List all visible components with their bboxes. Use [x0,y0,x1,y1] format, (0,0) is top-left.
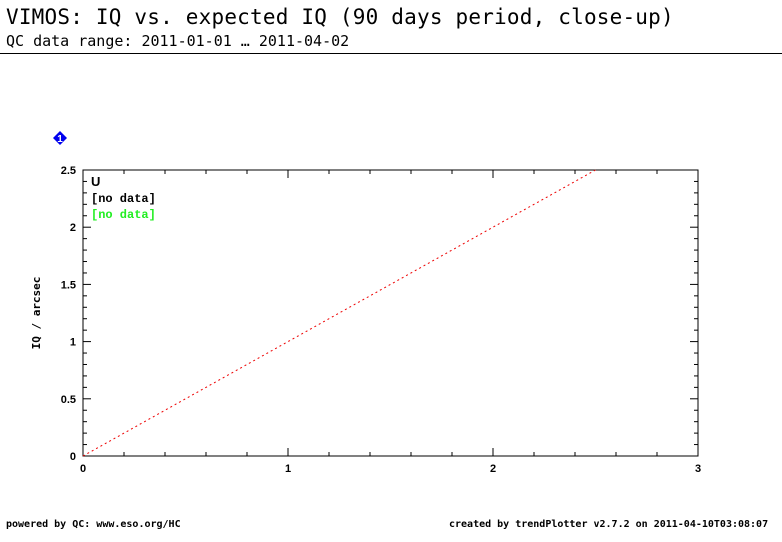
y-tick-label: 1 [70,337,76,349]
legend: U [no data] [no data] [91,174,156,222]
y-tick-label: 2.5 [61,165,76,177]
x-tick-label: 2 [490,463,496,475]
reference-line-group [82,169,596,457]
diamond-number-marker-icon [53,131,67,145]
x-tick-label: 0 [80,463,86,475]
page-title: VIMOS: IQ vs. expected IQ (90 days perio… [6,5,674,29]
plot-marker: 1 [53,131,67,145]
legend-filter-label: U [91,174,100,189]
y-tick-label: 1.5 [61,279,76,291]
footer-powered-by: powered by QC: www.eso.org/HC [6,519,181,530]
plot-area-frame [82,169,699,457]
legend-entry: [no data] [91,192,156,206]
y-tick-label: 2 [70,222,76,234]
header-divider [0,53,782,54]
marker-label: 1 [57,134,63,145]
footer-created-by: created by trendPlotter v2.7.2 on 2011-0… [449,519,769,530]
legend-entry: [no data] [91,208,156,222]
x-tick-label: 3 [695,463,701,475]
expected-iq-reference-line [82,169,596,457]
y-axis-ticks: 0 0.5 1 1.5 2 2.5 [61,165,698,463]
x-axis-ticks: 0 1 2 3 [80,170,701,475]
y-tick-label: 0 [70,451,76,463]
y-tick-label: 0.5 [61,394,76,406]
x-tick-label: 1 [285,463,291,475]
data-range-subtitle: QC data range: 2011-01-01 … 2011-04-02 [6,32,350,50]
y-axis-label: IQ / arcsec [30,277,43,350]
